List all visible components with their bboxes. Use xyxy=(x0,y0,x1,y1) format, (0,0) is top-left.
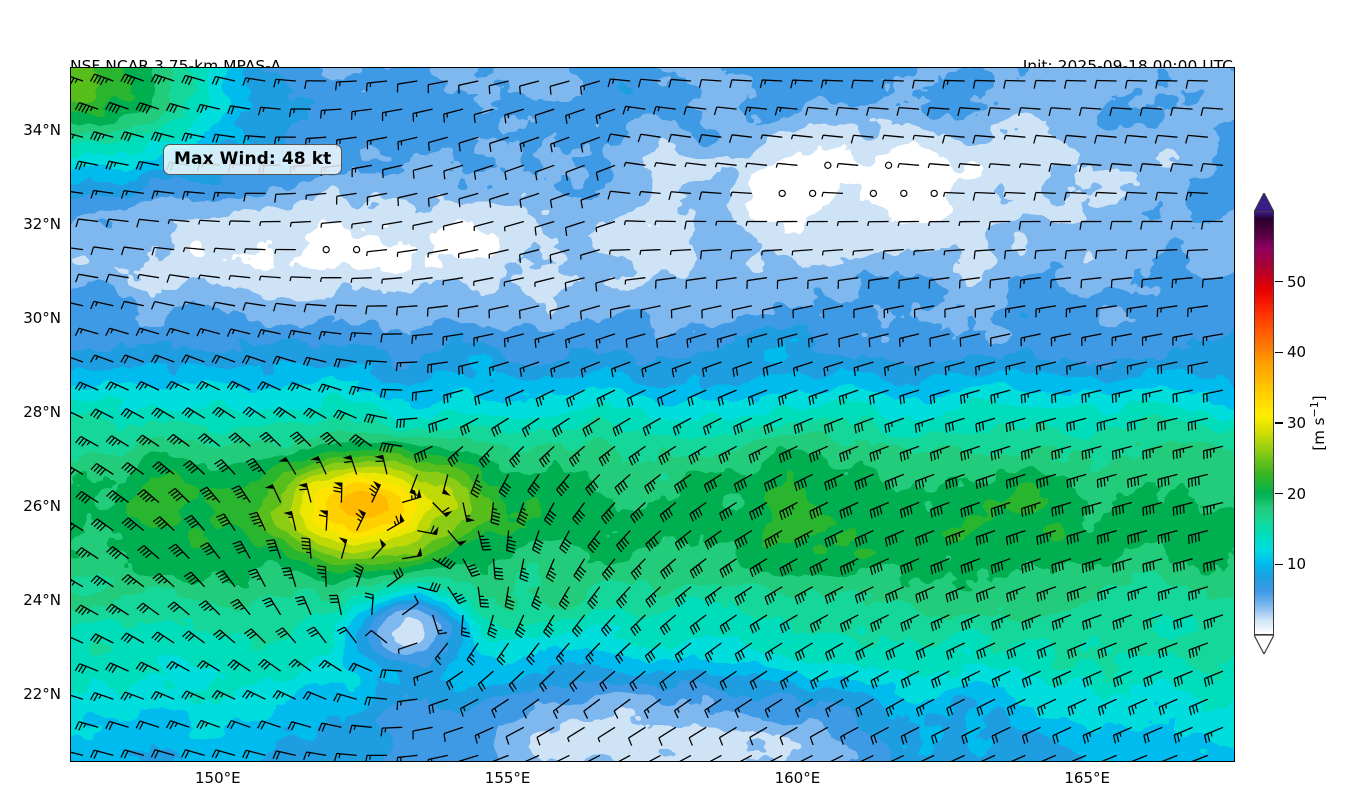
wind-barbs-overlay xyxy=(71,73,1224,761)
colorbar-units-label: [m s−1] xyxy=(1308,395,1328,450)
y-axis-label: 24°N xyxy=(23,590,61,609)
colorbar: [m s−1] 10 20 30 40 50 xyxy=(1254,193,1350,654)
colorbar-units-post: ] xyxy=(1310,395,1328,402)
y-axis-label: 22°N xyxy=(23,684,61,703)
wind-barb-group xyxy=(71,73,1224,761)
y-axis-tick xyxy=(70,600,71,601)
x-axis-label: 150°E xyxy=(194,769,241,787)
colorbar-under-arrow xyxy=(1254,635,1274,654)
colorbar-tick-label: 20 xyxy=(1287,484,1307,503)
map-plot-panel: Max Wind: 48 kt xyxy=(70,67,1235,762)
colorbar-gradient xyxy=(1255,212,1273,634)
colorbar-tick xyxy=(1275,422,1283,424)
x-axis-label: 155°E xyxy=(484,769,531,787)
colorbar-units-pre: [m s xyxy=(1310,417,1328,451)
wind-speed-contour-raster xyxy=(71,68,1234,761)
colorbar-tick xyxy=(1275,280,1283,283)
colorbar-tick-label: 10 xyxy=(1287,555,1307,574)
max-wind-annotation: Max Wind: 48 kt xyxy=(163,144,343,175)
y-axis-tick xyxy=(70,694,71,695)
x-axis-label: 165°E xyxy=(1064,769,1110,787)
y-axis-label: 34°N xyxy=(23,121,61,140)
colorbar-tick-label: 30 xyxy=(1287,414,1307,432)
y-axis-label: 32°N xyxy=(23,215,61,234)
colorbar-over-arrow xyxy=(1254,193,1274,212)
wind-speed-field xyxy=(71,68,1234,761)
y-axis-tick xyxy=(70,506,71,507)
colorbar-tick xyxy=(1275,351,1283,354)
x-axis-tick xyxy=(508,761,509,762)
y-axis-label: 30°N xyxy=(23,309,61,328)
y-axis-label: 26°N xyxy=(23,497,61,516)
colorbar-tick-label: 50 xyxy=(1287,272,1307,291)
colorbar-gradient-body xyxy=(1254,211,1274,635)
colorbar-tick xyxy=(1275,563,1283,566)
x-axis-tick xyxy=(218,761,219,762)
colorbar-tick xyxy=(1275,492,1283,495)
y-axis-tick xyxy=(70,319,71,320)
y-axis-tick xyxy=(70,225,71,226)
y-axis-tick xyxy=(70,131,71,132)
y-axis-label: 28°N xyxy=(23,403,61,422)
colorbar-tick-label: 40 xyxy=(1287,343,1307,362)
x-axis-tick xyxy=(798,761,799,762)
y-axis-tick xyxy=(70,412,71,413)
x-axis-tick xyxy=(1088,761,1089,762)
x-axis-label: 160°E xyxy=(774,769,821,787)
colorbar-units-exponent: −1 xyxy=(1308,401,1321,418)
